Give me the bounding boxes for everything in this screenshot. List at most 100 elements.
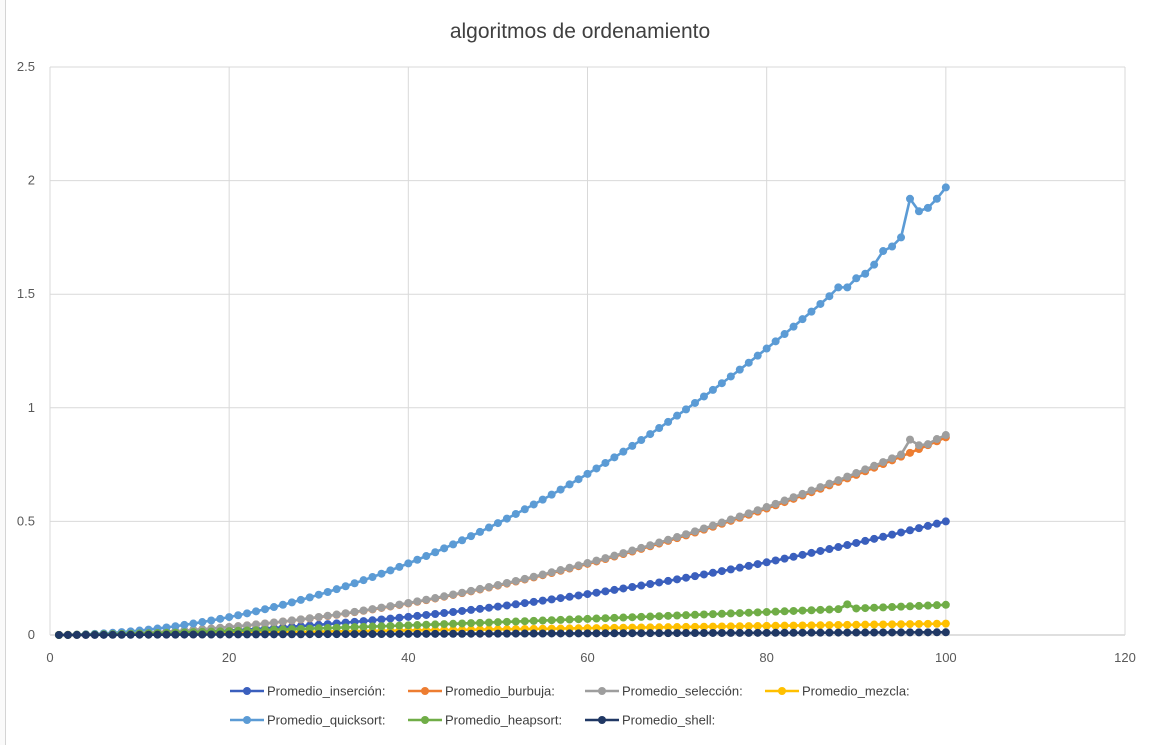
- data-point: [314, 630, 323, 639]
- data-point: [574, 615, 583, 624]
- data-point: [735, 628, 744, 637]
- data-point: [906, 526, 914, 535]
- data-point: [897, 233, 906, 242]
- data-point: [879, 247, 888, 256]
- data-point: [843, 628, 852, 637]
- data-point: [789, 552, 798, 561]
- data-point: [350, 607, 359, 616]
- data-point: [323, 624, 332, 633]
- data-point: [789, 493, 798, 502]
- data-point: [529, 572, 538, 581]
- data-point: [359, 606, 368, 615]
- data-point: [717, 609, 726, 618]
- data-point: [592, 614, 601, 623]
- y-tick-label: 2.5: [17, 59, 35, 74]
- data-point: [368, 630, 377, 639]
- data-point: [547, 595, 556, 604]
- data-point: [744, 358, 753, 367]
- data-point: [762, 344, 771, 353]
- data-point: [467, 532, 476, 541]
- legend-item[interactable]: Promedio_mezcla:: [765, 684, 910, 699]
- data-point: [798, 550, 807, 559]
- data-point: [162, 630, 171, 639]
- legend-item[interactable]: Promedio_burbuja:: [408, 684, 555, 699]
- legend-item[interactable]: Promedio_shell:: [585, 713, 715, 728]
- legend-item[interactable]: Promedio_selección:: [585, 684, 743, 699]
- legend-item[interactable]: Promedio_quicksort:: [230, 713, 386, 728]
- data-point: [879, 532, 888, 541]
- data-point: [547, 490, 556, 499]
- data-point: [305, 630, 314, 639]
- data-point: [825, 479, 834, 488]
- data-point: [359, 576, 368, 585]
- data-point: [314, 590, 323, 599]
- data-point: [440, 620, 449, 629]
- data-point: [646, 541, 655, 550]
- data-point: [547, 629, 556, 638]
- data-point: [735, 512, 744, 521]
- data-point: [413, 621, 422, 630]
- data-point: [216, 614, 225, 623]
- series-line: [58, 186, 947, 637]
- legend-item[interactable]: Promedio_heapsort:: [408, 713, 562, 728]
- data-point: [350, 623, 359, 632]
- data-point: [717, 622, 726, 631]
- data-point: [807, 621, 816, 630]
- data-point: [422, 629, 431, 638]
- data-point: [753, 506, 762, 515]
- data-point: [404, 621, 413, 630]
- data-point: [664, 535, 673, 544]
- data-point: [735, 563, 744, 572]
- data-point: [744, 509, 753, 518]
- data-point: [843, 600, 852, 609]
- data-point: [431, 629, 440, 638]
- data-point: [780, 628, 789, 637]
- data-point: [726, 622, 735, 631]
- data-point: [574, 629, 583, 638]
- legend[interactable]: Promedio_inserción: Promedio_burbuja: Prom…: [230, 684, 910, 728]
- data-point: [269, 630, 278, 639]
- series-layer: [54, 183, 950, 639]
- data-point: [601, 587, 610, 596]
- data-point: [252, 607, 261, 616]
- data-point: [619, 584, 628, 593]
- data-point: [422, 620, 431, 629]
- legend-item[interactable]: Promedio_inserción:: [230, 684, 386, 699]
- legend-swatch-marker: [243, 716, 251, 724]
- data-point: [906, 448, 914, 457]
- data-point: [673, 623, 682, 632]
- legend-label: Promedio_burbuja:: [445, 684, 555, 699]
- data-point: [655, 578, 664, 587]
- data-point: [789, 322, 798, 331]
- data-point: [941, 619, 950, 628]
- data-point: [771, 337, 780, 346]
- data-point: [404, 559, 413, 568]
- data-point: [252, 630, 261, 639]
- data-point: [673, 611, 682, 620]
- data-point: [386, 614, 395, 623]
- data-point: [834, 628, 843, 637]
- data-point: [440, 629, 449, 638]
- data-point: [323, 587, 332, 596]
- data-point: [771, 628, 780, 637]
- data-point: [753, 628, 762, 637]
- data-point: [923, 521, 932, 530]
- data-point: [780, 607, 789, 616]
- data-point: [529, 500, 538, 509]
- data-point: [897, 620, 906, 629]
- data-point: [628, 441, 637, 450]
- data-point: [852, 620, 861, 629]
- data-point: [861, 536, 870, 545]
- data-point: [789, 621, 798, 630]
- data-point: [117, 630, 126, 639]
- data-point: [592, 588, 601, 597]
- data-point: [484, 618, 493, 627]
- data-point: [404, 599, 413, 608]
- data-point: [861, 465, 870, 474]
- data-point: [798, 606, 807, 615]
- data-point: [431, 594, 440, 603]
- data-point: [180, 620, 189, 629]
- data-point: [332, 623, 341, 632]
- data-point: [377, 615, 386, 624]
- data-point: [583, 590, 592, 599]
